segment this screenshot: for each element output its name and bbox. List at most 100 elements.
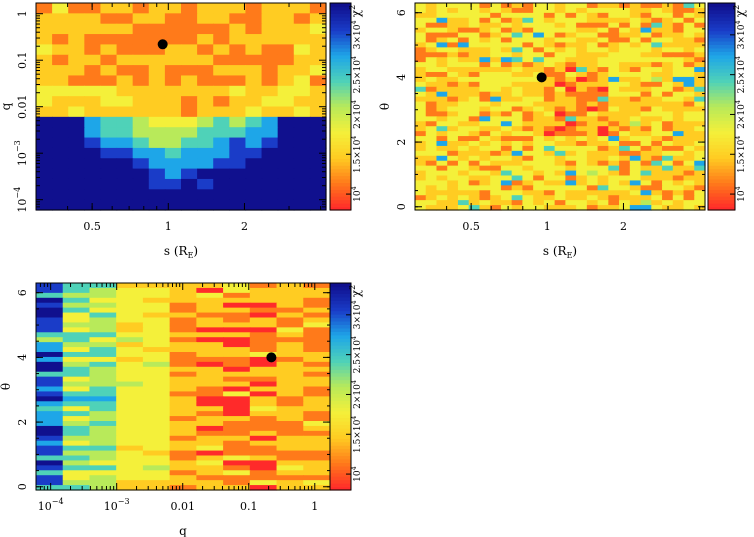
heatmap-cell (181, 75, 198, 87)
heatmap-cell (640, 12, 652, 19)
heatmap-cell (694, 72, 706, 78)
heatmap-cell (436, 126, 448, 132)
heatmap-cell (554, 72, 566, 78)
heatmap-cell (565, 62, 577, 68)
heatmap-cell (436, 190, 448, 196)
heatmap-cell (554, 42, 566, 48)
heatmap-cell (629, 62, 642, 68)
x-tick-label: 2 (241, 220, 248, 233)
heatmap-cell (62, 450, 91, 457)
heatmap-cell (672, 91, 685, 98)
heatmap-cell (181, 168, 198, 180)
colorbar-segment (330, 141, 351, 146)
heatmap-cell (511, 185, 524, 191)
colorbar-segment (330, 320, 351, 325)
heatmap-cell (447, 37, 459, 44)
heatmap-cell (468, 145, 481, 152)
heatmap-cell (479, 165, 491, 172)
heatmap-cell (490, 175, 502, 182)
heatmap-cell (543, 150, 556, 157)
heatmap-cell (500, 101, 513, 108)
heatmap-cell (619, 121, 631, 127)
heatmap-cell (683, 106, 695, 113)
heatmap-cell (576, 22, 588, 29)
colorbar-segment (330, 68, 351, 73)
heatmap-cell (447, 126, 459, 132)
heatmap-cell (565, 150, 577, 157)
heatmap-cell (132, 23, 150, 35)
heatmap-cell (511, 96, 524, 103)
heatmap-cell (276, 347, 304, 353)
heatmap-cell (62, 430, 91, 437)
heatmap-cell (683, 111, 695, 117)
heatmap-cell (116, 480, 144, 486)
heatmap-cell (277, 3, 295, 14)
heatmap-cell (196, 480, 224, 486)
heatmap-cell (169, 406, 197, 412)
heatmap-cell (522, 67, 534, 73)
heatmap-cell (148, 116, 166, 128)
heatmap-cell (447, 131, 459, 137)
heatmap-cell (490, 136, 502, 142)
heatmap-cell (651, 116, 663, 122)
heatmap-cell (629, 200, 642, 206)
heatmap-cell (619, 106, 631, 113)
heatmap-cell (62, 327, 91, 333)
heatmap-cell (522, 7, 534, 14)
heatmap-cell (293, 85, 311, 97)
heatmap-cell (181, 189, 198, 201)
heatmap-cell (447, 165, 459, 172)
heatmap-cell (447, 170, 459, 177)
heatmap-cell (213, 106, 230, 118)
heatmap-cell (554, 86, 566, 93)
heatmap-cells (36, 283, 331, 491)
colorbar-segment (330, 352, 351, 357)
heatmap-cell (662, 190, 674, 196)
heatmap-cell (468, 106, 481, 113)
heatmap-cell (479, 155, 491, 162)
colorbar-segment (330, 196, 351, 201)
heatmap-cell (608, 67, 620, 73)
heatmap-cell (425, 141, 438, 147)
heatmap-cell (89, 292, 117, 299)
colorbar-segment (330, 44, 351, 49)
heatmap-cell (586, 106, 599, 113)
heatmap-cell (293, 13, 311, 25)
heatmap-cell (490, 155, 502, 162)
heatmap-cell (672, 155, 685, 162)
heatmap-cell (223, 297, 251, 304)
heatmap-cell (116, 317, 144, 324)
heatmap-cell (132, 106, 150, 118)
heatmap-cell (511, 116, 524, 122)
heatmap-cell (672, 17, 685, 24)
heatmap-cell (169, 416, 197, 422)
heatmap-cell (694, 106, 706, 113)
heatmap-cell (543, 155, 556, 162)
heatmap-cell (293, 44, 311, 56)
heatmap-cell (436, 160, 448, 167)
heatmap-cell (84, 54, 102, 66)
heatmap-cell (640, 106, 652, 113)
heatmap-cell (84, 168, 102, 180)
heatmap-cell (672, 136, 685, 142)
heatmap-cell (276, 371, 304, 378)
heatmap-cell (303, 435, 331, 442)
heatmap-cell (629, 195, 642, 201)
heatmap-cell (116, 147, 134, 159)
heatmap-cell (554, 22, 566, 29)
heatmap-cell (565, 136, 577, 142)
heatmap-cell (223, 465, 251, 471)
heatmap-cell (457, 155, 470, 162)
heatmap-cell (52, 137, 69, 149)
heatmap-cell (554, 91, 566, 98)
panel-s-q: 0.5 1 210−410−30.010.11s (RE)q1041.5×1042×… (0, 2, 363, 260)
heatmap-cell (522, 205, 534, 211)
heatmap-cell (651, 101, 663, 108)
heatmap-cell (62, 485, 91, 491)
heatmap-cell (436, 165, 448, 172)
heatmap-cell (436, 101, 448, 108)
heatmap-cell (142, 435, 171, 442)
heatmap-cell (249, 411, 278, 417)
heatmap-cell (457, 175, 470, 182)
heatmap-cell (662, 57, 674, 63)
